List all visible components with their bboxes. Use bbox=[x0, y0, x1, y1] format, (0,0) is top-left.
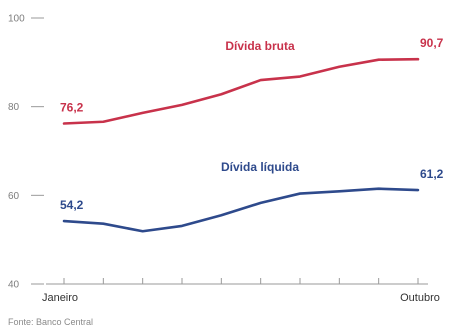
y-tick-label: 100 bbox=[8, 14, 25, 25]
y-tick-label: 80 bbox=[8, 102, 20, 113]
y-axis: 40 60 80 100 bbox=[8, 14, 44, 291]
x-tick-label: Janeiro bbox=[42, 292, 78, 304]
series-name-label: Dívida líquida bbox=[221, 160, 299, 174]
series-line bbox=[62, 187, 420, 233]
label-layer: Dívida bruta 76,2 90,7 Dívida líquida 54,2 61… bbox=[60, 36, 444, 212]
source-note: Fonte: Banco Central bbox=[8, 317, 93, 327]
data-label: 76,2 bbox=[60, 101, 84, 115]
data-label: 61,2 bbox=[420, 167, 444, 181]
series-layer bbox=[62, 57, 420, 233]
series-name-label: Dívida bruta bbox=[225, 39, 295, 53]
series-line bbox=[62, 57, 420, 125]
x-tick-label: Outubro bbox=[400, 292, 440, 304]
data-label: 54,2 bbox=[60, 198, 84, 212]
x-axis: Janeiro Outubro bbox=[42, 278, 440, 304]
data-label: 90,7 bbox=[420, 36, 444, 50]
y-tick-label: 40 bbox=[8, 280, 20, 291]
y-tick-label: 60 bbox=[8, 191, 20, 202]
